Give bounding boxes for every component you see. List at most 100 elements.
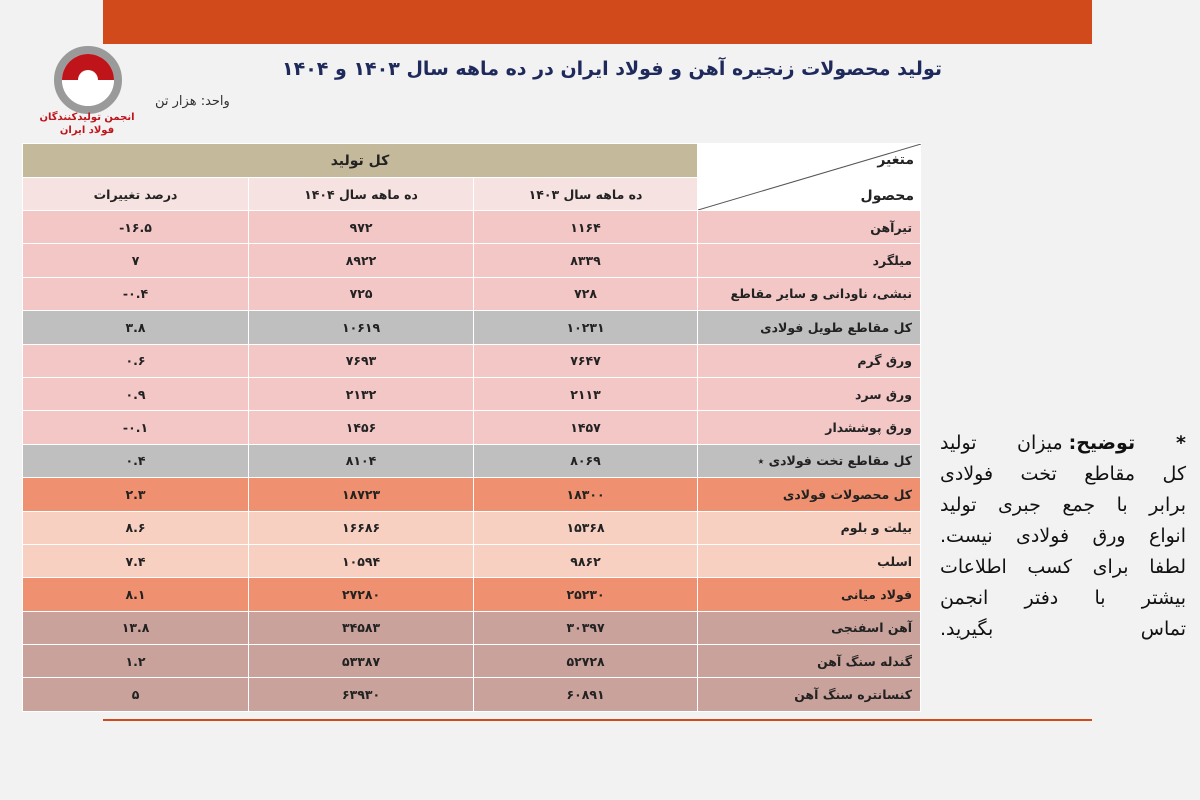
- value-cell: ۷: [21, 243, 250, 278]
- value-cell: ۱۶۶۸۶: [248, 510, 475, 545]
- value-cell: ۷۶۹۳: [248, 343, 475, 378]
- value-cell: ۲۵۲۳۰: [473, 577, 699, 612]
- product-cell: کنسانتره سنگ آهن: [697, 677, 922, 712]
- product-cell: اسلب: [697, 543, 922, 579]
- corner-cell: متغیر محصول: [697, 143, 922, 211]
- group-header: کل تولید: [21, 143, 699, 178]
- value-cell: ۰.۶: [21, 343, 250, 378]
- note-line: * توضیح:میزان تولید: [940, 428, 1186, 459]
- value-cell: ۸.۱: [21, 577, 250, 612]
- value-cell: ۸.۶: [21, 510, 250, 545]
- logo: [54, 46, 122, 114]
- table-row: کل محصولات فولادی ۱۸۳۰۰ ۱۸۷۲۳ ۲.۳: [21, 477, 922, 512]
- value-cell: ۹۸۶۲: [473, 543, 699, 579]
- value-cell: ۱۰۲۳۱: [473, 310, 699, 345]
- value-cell: ۰.۹: [21, 376, 250, 412]
- value-cell: ۸۳۳۹: [473, 243, 699, 278]
- note-line: بیشتر با دفتر انجمن: [940, 583, 1186, 614]
- table-row: اسلب ۹۸۶۲ ۱۰۵۹۴ ۷.۴: [21, 543, 922, 579]
- note-text: تماس بگیرید.: [940, 618, 1186, 640]
- value-cell: -۰.۱: [21, 410, 250, 445]
- value-cell: ۱۰۶۱۹: [248, 310, 475, 345]
- value-cell: -۱۶.۵: [21, 209, 250, 245]
- table-row: آهن اسفنجی ۳۰۳۹۷ ۳۴۵۸۳ ۱۳.۸: [21, 610, 922, 646]
- value-cell: ۰.۴: [21, 443, 250, 479]
- note-text: انواع ورق فولادی نیست.: [940, 525, 1186, 547]
- note-line: کل مقاطع تخت فولادی: [940, 459, 1186, 490]
- value-cell: ۵۲۷۲۸: [473, 644, 699, 679]
- logo-text: انجمن تولیدکنندگان: [39, 112, 135, 123]
- product-cell: بیلت و بلوم: [697, 510, 922, 545]
- value-cell: ۱۴۵۶: [248, 410, 475, 445]
- note-line: لطفا برای کسب اطلاعات: [940, 552, 1186, 583]
- note-text: میزان تولید: [940, 432, 1063, 454]
- value-cell: ۱۱۶۴: [473, 209, 699, 245]
- product-cell: نبشی، ناودانی و سایر مقاطع: [697, 276, 922, 312]
- table-row: ورق سرد ۲۱۱۳ ۲۱۳۲ ۰.۹: [21, 376, 922, 412]
- table-row: کنسانتره سنگ آهن ۶۰۸۹۱ ۶۳۹۳۰ ۵: [21, 677, 922, 712]
- note-line: تماس بگیرید.: [940, 614, 1186, 645]
- product-cell: ورق پوششدار: [697, 410, 922, 445]
- corner-top: متغیر: [877, 152, 915, 168]
- note-text: برابر با جمع جبری تولید: [940, 494, 1186, 516]
- note: * توضیح:میزان تولید کل مقاطع تخت فولادی بر…: [940, 428, 1186, 645]
- table-row: گندله سنگ آهن ۵۲۷۲۸ ۵۳۳۸۷ ۱.۲: [21, 644, 922, 679]
- value-cell: ۶۰۸۹۱: [473, 677, 699, 712]
- product-cell: ورق سرد: [697, 376, 922, 412]
- note-text: کل مقاطع تخت فولادی: [940, 463, 1186, 485]
- note-text: لطفا برای کسب اطلاعات: [940, 556, 1186, 578]
- product-cell: کل محصولات فولادی: [697, 477, 922, 512]
- value-cell: ۳۰۳۹۷: [473, 610, 699, 646]
- value-cell: ۱۴۵۷: [473, 410, 699, 445]
- column-header: ده ماهه سال ۱۴۰۳: [473, 177, 699, 211]
- table-row: فولاد میانی ۲۵۲۳۰ ۲۷۲۸۰ ۸.۱: [21, 577, 922, 612]
- table-row: میلگرد ۸۳۳۹ ۸۹۲۲ ۷: [21, 243, 922, 278]
- table-row: نبشی، ناودانی و سایر مقاطع ۷۲۸ ۷۲۵ -۰.۴: [21, 276, 922, 312]
- corner-bottom: محصول: [860, 188, 915, 204]
- column-header: درصد تغییرات: [21, 177, 250, 211]
- value-cell: ۵: [21, 677, 250, 712]
- diagonal: [698, 144, 922, 210]
- product-cell: آهن اسفنجی: [697, 610, 922, 646]
- data-table: متغیر محصول کل تولید ده ماهه سال ۱۴۰۳ ده…: [21, 143, 922, 712]
- note-line: انواع ورق فولادی نیست.: [940, 521, 1186, 552]
- value-cell: ۶۳۹۳۰: [248, 677, 475, 712]
- table-row: کل مقاطع طویل فولادی ۱۰۲۳۱ ۱۰۶۱۹ ۳.۸: [21, 310, 922, 345]
- note-text: بیشتر با دفتر انجمن: [940, 587, 1186, 609]
- value-cell: ۷۲۵: [248, 276, 475, 312]
- unit: واحد: هزار تن: [155, 94, 230, 109]
- product-cell: فولاد میانی: [697, 577, 922, 612]
- value-cell: ۱۳.۸: [21, 610, 250, 646]
- value-cell: ۲.۳: [21, 477, 250, 512]
- product-cell: میلگرد: [697, 243, 922, 278]
- table-row: تیرآهن ۱۱۶۴ ۹۷۲ -۱۶.۵: [21, 209, 922, 245]
- value-cell: ۱.۲: [21, 644, 250, 679]
- value-cell: ۱۵۳۶۸: [473, 510, 699, 545]
- value-cell: ۲۱۱۳: [473, 376, 699, 412]
- product-cell: گندله سنگ آهن: [697, 644, 922, 679]
- value-cell: ۲۷۲۸۰: [248, 577, 475, 612]
- value-cell: ۸۱۰۴: [248, 443, 475, 479]
- value-cell: ۱۸۷۲۳: [248, 477, 475, 512]
- bottom-line: [103, 719, 1092, 721]
- value-cell: ۷۲۸: [473, 276, 699, 312]
- note-label: * توضیح:: [1068, 432, 1186, 454]
- value-cell: ۵۳۳۸۷: [248, 644, 475, 679]
- table-row: ورق گرم ۷۶۴۷ ۷۶۹۳ ۰.۶: [21, 343, 922, 378]
- product-cell: ورق گرم: [697, 343, 922, 378]
- table-row: کل مقاطع تخت فولادی ٭ ۸۰۶۹ ۸۱۰۴ ۰.۴: [21, 443, 922, 479]
- value-cell: ۷۶۴۷: [473, 343, 699, 378]
- title: تولید محصولات زنجیره آهن و فولاد ایران د…: [282, 58, 942, 80]
- value-cell: ۸۰۶۹: [473, 443, 699, 479]
- value-cell: ۱۰۵۹۴: [248, 543, 475, 579]
- value-cell: ۳.۸: [21, 310, 250, 345]
- value-cell: ۸۹۲۲: [248, 243, 475, 278]
- product-cell: کل مقاطع طویل فولادی: [697, 310, 922, 345]
- table-row: بیلت و بلوم ۱۵۳۶۸ ۱۶۶۸۶ ۸.۶: [21, 510, 922, 545]
- note-line: برابر با جمع جبری تولید: [940, 490, 1186, 521]
- logo-text: فولاد ایران: [59, 125, 115, 136]
- value-cell: ۲۱۳۲: [248, 376, 475, 412]
- product-cell: تیرآهن: [697, 209, 922, 245]
- value-cell: -۰.۴: [21, 276, 250, 312]
